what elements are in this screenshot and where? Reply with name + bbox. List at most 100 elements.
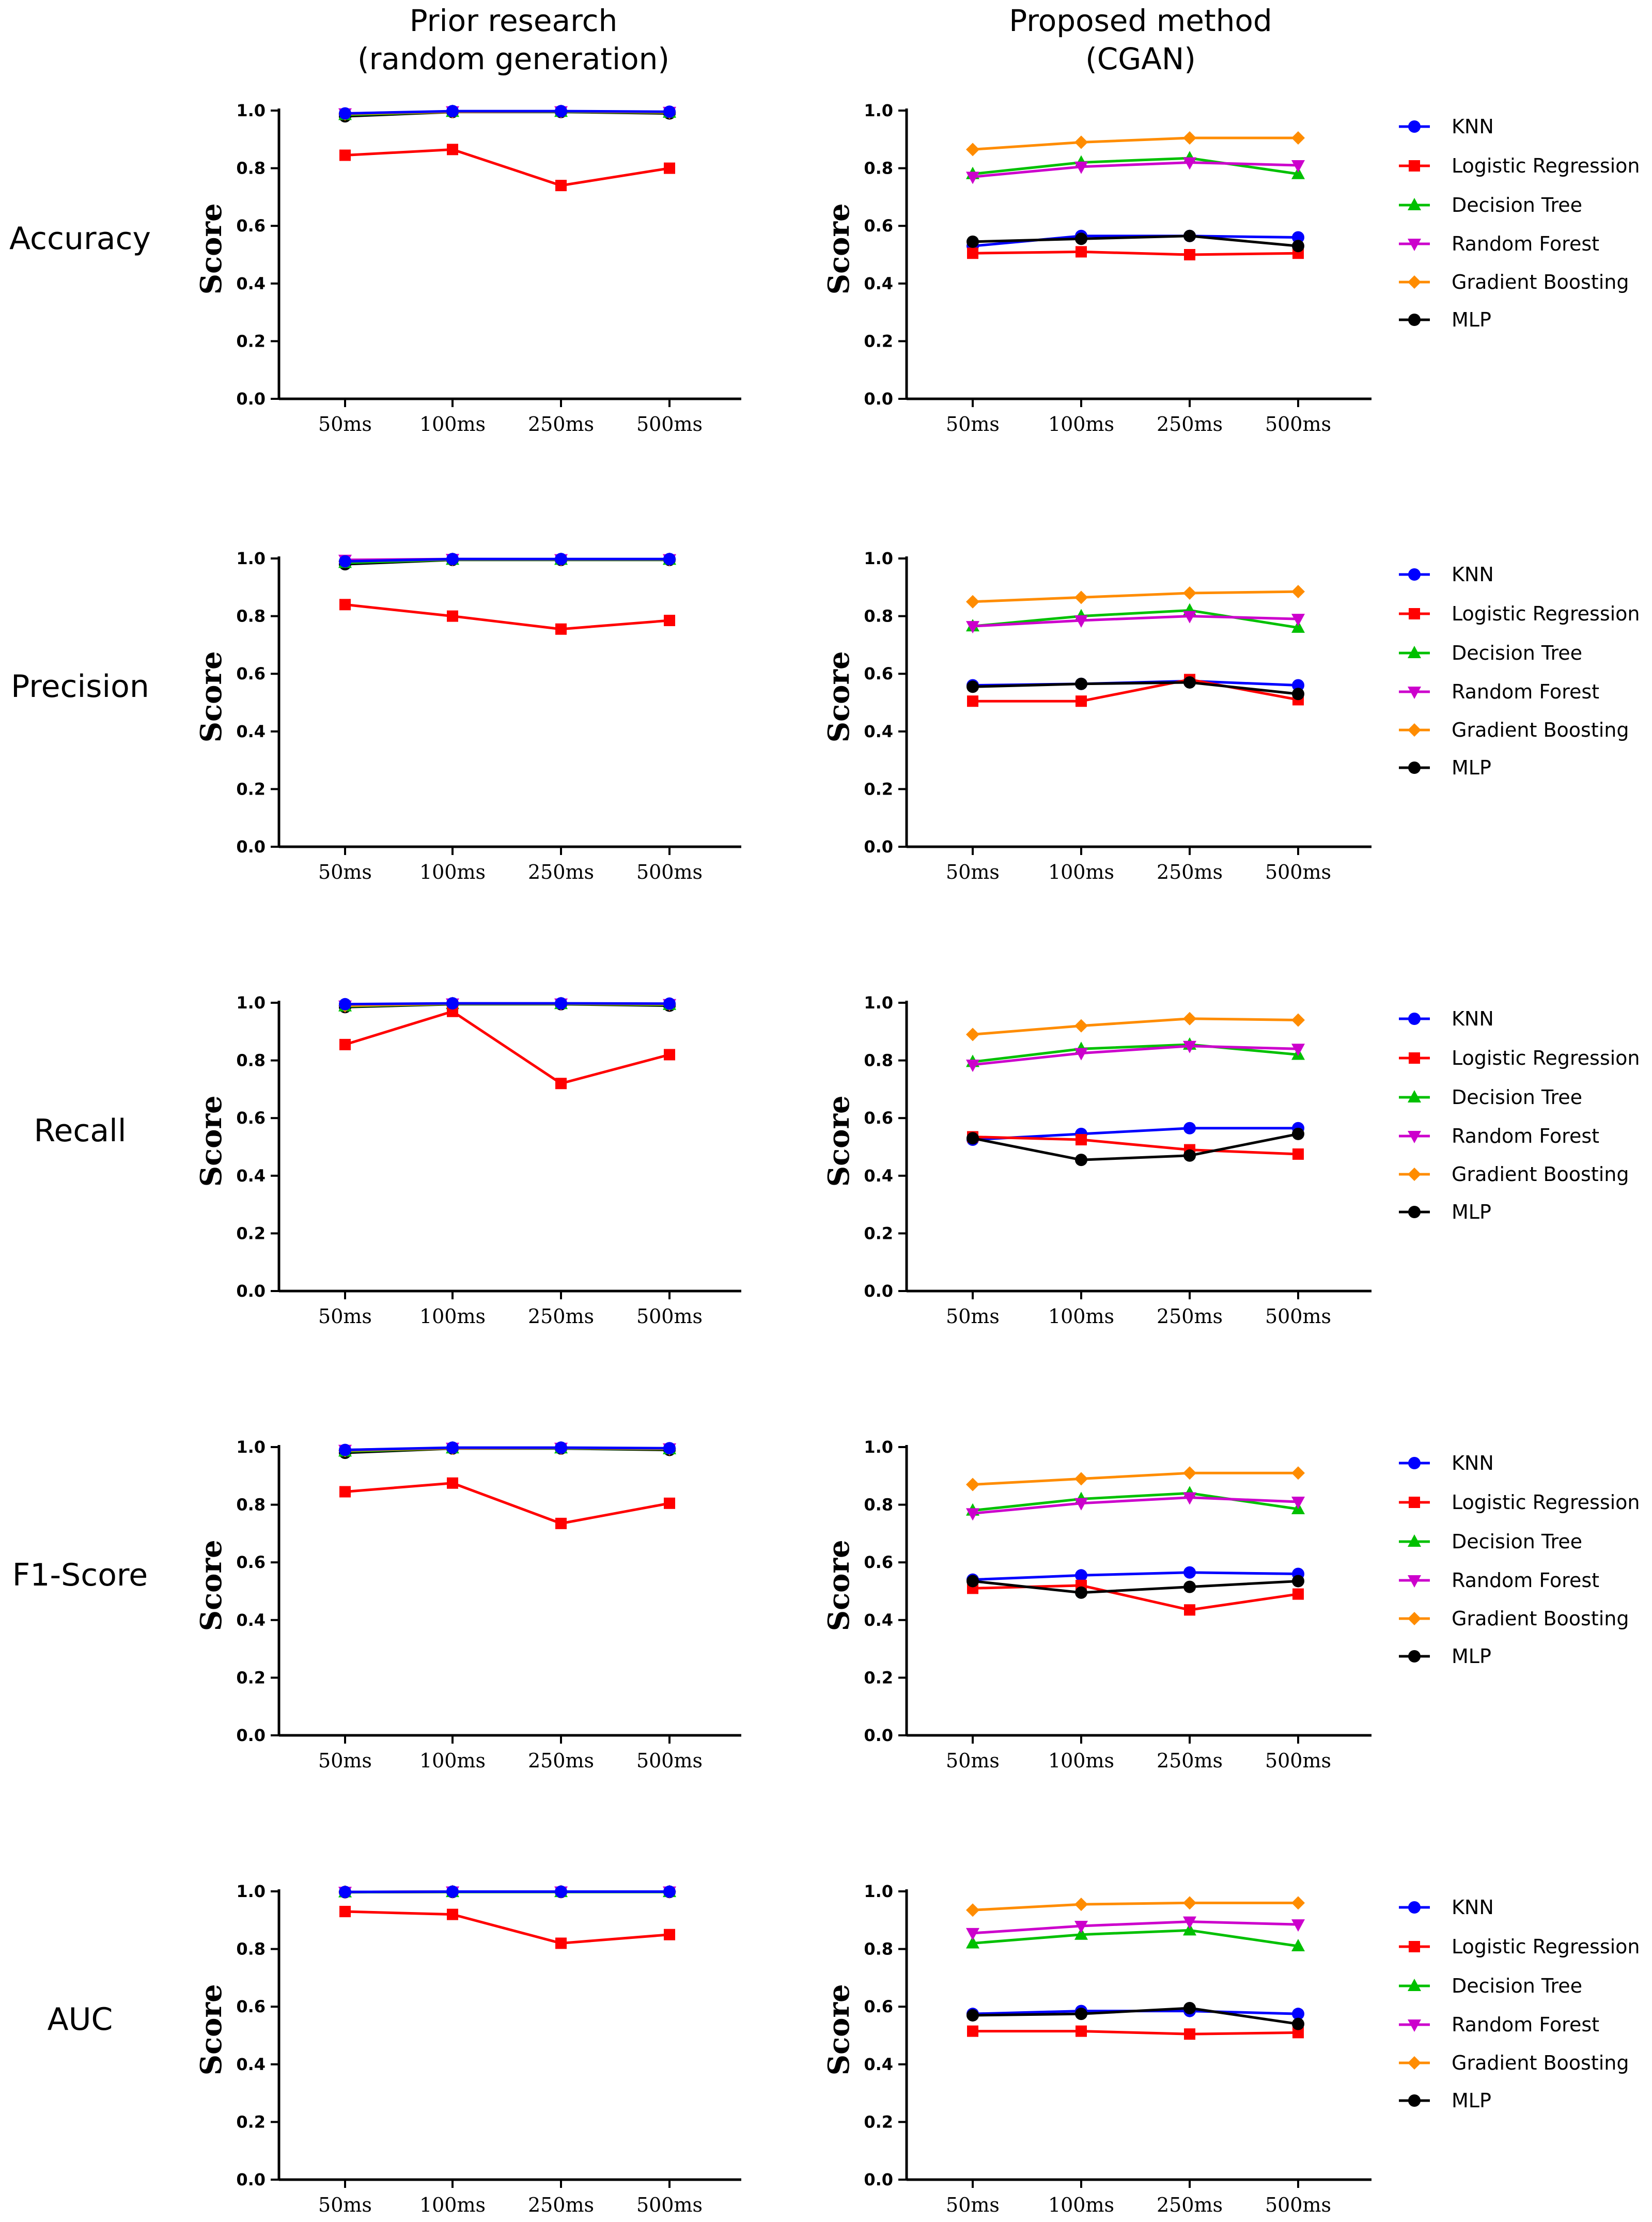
y-tick-label: 1.0 [236, 1437, 266, 1457]
y-tick-label: 0.4 [236, 722, 266, 741]
y-tick-label: 0.0 [864, 1281, 893, 1301]
data-point-logistic-regression [1184, 1604, 1195, 1616]
y-tick-label: 0.0 [864, 389, 893, 409]
series-line-knn [972, 1127, 1298, 1141]
data-point-logistic-regression [1076, 695, 1087, 707]
data-point-logistic-regression [447, 610, 458, 622]
series-line-knn [345, 110, 670, 115]
data-point-random-forest [1291, 1044, 1305, 1056]
data-point-logistic-regression [1184, 249, 1195, 260]
data-point-mlp [1292, 2017, 1304, 2030]
data-point-random-forest [1183, 1916, 1196, 1929]
data-point-gradient-boosting [1183, 1012, 1196, 1025]
data-point-gradient-boosting [1074, 1898, 1088, 1912]
data-point-random-forest [966, 172, 979, 184]
legend-marker-random-forest [1408, 687, 1421, 699]
legend-label-mlp: MLP [1452, 1645, 1491, 1668]
legend-marker-random-forest [1408, 2019, 1421, 2032]
y-axis-label: Score [194, 1540, 228, 1631]
series-line-decision-tree [972, 1929, 1299, 1948]
legend-label-gradient-boosting: Gradient Boosting [1452, 1607, 1629, 1630]
data-point-gradient-boosting [1291, 131, 1305, 145]
y-tick-label: 0.6 [864, 1997, 893, 2016]
data-point-mlp [1075, 232, 1087, 245]
legend-marker-mlp [1408, 314, 1421, 326]
y-tick-label: 0.6 [236, 1997, 266, 2016]
data-point-gradient-boosting [1074, 1019, 1088, 1033]
legend-marker-knn [1408, 1901, 1421, 1914]
y-tick-label: 0.2 [864, 1223, 893, 1243]
series-line-knn [345, 1446, 670, 1452]
legend-label-gradient-boosting: Gradient Boosting [1452, 1163, 1629, 1186]
data-point-random-forest [1074, 615, 1088, 628]
series-line-logistic-regression [345, 1482, 670, 1525]
y-tick-label: 0.6 [864, 216, 893, 236]
data-point-logistic-regression [967, 247, 978, 259]
series-line-knn [972, 1571, 1299, 1581]
y-tick-label: 0.4 [864, 1166, 893, 1186]
series-line-mlp [972, 1579, 1299, 1594]
data-point-logistic-regression [339, 1906, 351, 1918]
data-point-knn [339, 998, 351, 1011]
legend-marker-decision-tree [1408, 198, 1421, 210]
legend-marker-logistic-regression [1409, 608, 1420, 619]
x-tick-label: 250ms [1157, 2194, 1223, 2216]
chart-f1-score-proposed: 0.0 0.2 0.4 0.6 0.8 1.0 Score 50ms 100ms 250ms 500… [822, 1437, 1640, 1772]
x-tick-label: 250ms [1157, 1749, 1223, 1772]
data-point-knn [663, 1885, 676, 1898]
data-point-random-forest [1183, 1492, 1196, 1505]
data-point-gradient-boosting [1183, 1466, 1196, 1480]
legend-label-mlp: MLP [1452, 2089, 1491, 2112]
legend-label-decision-tree: Decision Tree [1452, 642, 1582, 664]
prior-column-title: Prior research [410, 3, 618, 38]
y-tick-label: 0.4 [864, 2055, 893, 2074]
legend: KNN Logistic Regression Decision Tree Rando… [1399, 115, 1640, 331]
data-point-knn [663, 553, 676, 566]
x-tick-label: 500ms [1265, 1305, 1331, 1328]
data-point-logistic-regression [339, 1038, 351, 1050]
data-point-knn [446, 997, 459, 1010]
data-point-logistic-regression [1184, 2028, 1195, 2040]
series-line-logistic-regression [345, 1010, 670, 1085]
y-tick-label: 0.2 [236, 779, 266, 799]
data-point-mlp [967, 1132, 979, 1145]
y-tick-label: 0.4 [864, 722, 893, 741]
x-tick-label: 100ms [1048, 2194, 1114, 2216]
x-tick-label: 250ms [528, 861, 594, 883]
data-point-logistic-regression [664, 1497, 675, 1509]
x-tick-label: 50ms [946, 861, 1000, 883]
y-tick-label: 1.0 [236, 993, 266, 1013]
chart-auc-proposed: 0.0 0.2 0.4 0.6 0.8 1.0 Score 50ms 100ms 250ms 500… [822, 1882, 1640, 2216]
legend-label-random-forest: Random Forest [1452, 232, 1599, 255]
data-point-gradient-boosting [966, 1028, 979, 1042]
y-axis-label: Score [194, 203, 228, 294]
series-line-decision-tree [972, 1491, 1299, 1512]
legend-marker-logistic-regression [1409, 1941, 1420, 1952]
data-point-decision-tree [1074, 1927, 1088, 1940]
metric-label: F1-Score [12, 1557, 148, 1593]
y-tick-label: 0.6 [236, 216, 266, 236]
y-tick-label: 0.4 [236, 1610, 266, 1630]
series-line-random-forest [972, 1045, 1299, 1066]
data-point-mlp [1292, 1127, 1304, 1140]
chart-auc-prior: AUC 0.0 0.2 0.4 0.6 0.8 1.0 Score 50ms 100ms 250ms… [48, 1882, 741, 2216]
series-line-random-forest [972, 615, 1299, 628]
data-point-mlp [1183, 2001, 1196, 2014]
y-tick-label: 0.4 [236, 1166, 266, 1186]
y-tick-label: 0.2 [864, 2112, 893, 2132]
data-point-logistic-regression [339, 1486, 351, 1498]
data-point-decision-tree [1291, 620, 1305, 633]
data-point-logistic-regression [447, 1477, 458, 1489]
series-line-random-forest [972, 1920, 1299, 1935]
legend-marker-knn [1408, 568, 1421, 581]
legend-marker-decision-tree [1408, 1979, 1421, 1991]
series-line-logistic-regression [972, 1135, 1299, 1156]
data-point-random-forest [1074, 161, 1088, 174]
x-tick-label: 100ms [1048, 861, 1114, 883]
data-point-decision-tree [966, 1936, 979, 1949]
y-tick-label: 1.0 [864, 1437, 893, 1457]
data-point-mlp [1292, 688, 1304, 701]
metric-label: Recall [34, 1113, 126, 1149]
y-tick-label: 1.0 [236, 101, 266, 120]
data-point-knn [1292, 679, 1304, 692]
